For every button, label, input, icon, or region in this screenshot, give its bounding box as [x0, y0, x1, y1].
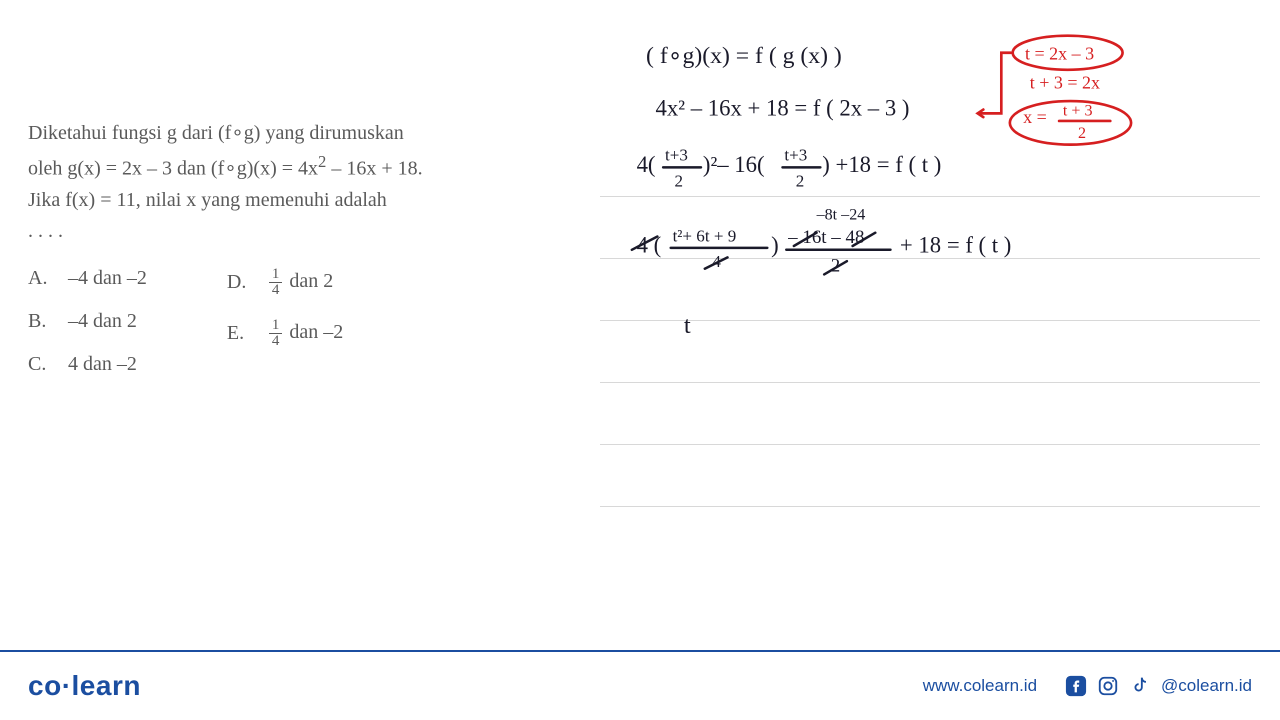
option-c-text: 4 dan –2: [68, 353, 137, 376]
option-b-text: –4 dan 2: [68, 310, 137, 333]
option-c-label: C.: [28, 353, 52, 376]
options-col-right: D. 1 4 dan 2 E. 1 4 dan –2: [227, 267, 343, 376]
notebook-line: [600, 383, 1260, 445]
red-sub-2: t + 3 = 2x: [1030, 73, 1100, 93]
option-a-text: –4 dan –2: [68, 267, 147, 290]
option-d-value: 1 4 dan 2: [267, 267, 333, 298]
option-e-after: dan –2: [284, 321, 343, 343]
tiktok-icon: [1129, 675, 1151, 697]
question-line-2-pre: oleh g(x) = 2x – 3 dan (f∘g)(x) = 4x: [28, 158, 318, 180]
option-d-fraction: 1 4: [269, 267, 283, 298]
question-line-3: Jika f(x) = 11, nilai x yang memenuhi ad…: [28, 189, 387, 211]
hw-line-2: 4x² – 16x + 18 = f ( 2x – 3 ): [656, 95, 910, 120]
notebook-line: [600, 259, 1260, 321]
question-text: Diketahui fungsi g dari (f∘g) yang dirum…: [28, 118, 528, 247]
social-icons: @colearn.id: [1065, 675, 1252, 697]
red-circle-1: [1013, 36, 1123, 70]
logo-part-1: co: [28, 670, 62, 701]
question-line-2-post: – 16x + 18.: [326, 158, 422, 180]
option-e-fraction: 1 4: [269, 318, 283, 349]
notebook-line: [600, 321, 1260, 383]
footer: co·learn www.colearn.id @colearn.id: [0, 650, 1280, 720]
option-d: D. 1 4 dan 2: [227, 267, 343, 298]
svg-text:t + 3: t + 3: [1063, 102, 1093, 119]
option-e-label: E.: [227, 322, 251, 345]
instagram-icon: [1097, 675, 1119, 697]
hw-line-1: ( f∘g)(x) = f ( g (x) ): [646, 43, 842, 69]
option-a-label: A.: [28, 267, 52, 290]
option-d-label: D.: [227, 271, 251, 294]
options-col-left: A. –4 dan –2 B. –4 dan 2 C. 4 dan –2: [28, 267, 147, 376]
option-c: C. 4 dan –2: [28, 353, 147, 376]
notebook-line: [600, 445, 1260, 507]
option-e-value: 1 4 dan –2: [267, 318, 343, 349]
fraction-num: 1: [269, 267, 283, 283]
footer-url: www.colearn.id: [923, 676, 1037, 696]
question-line-4: . . . .: [28, 220, 63, 242]
brand-logo: co·learn: [28, 670, 141, 702]
option-b-label: B.: [28, 310, 52, 333]
option-a: A. –4 dan –2: [28, 267, 147, 290]
logo-part-2: learn: [72, 670, 141, 701]
fraction-den: 4: [269, 334, 283, 349]
red-sub-1: t = 2x – 3: [1025, 43, 1094, 63]
question-panel: Diketahui fungsi g dari (f∘g) yang dirum…: [28, 118, 528, 376]
notebook-line: [600, 135, 1260, 197]
options-group: A. –4 dan –2 B. –4 dan 2 C. 4 dan –2 D. …: [28, 267, 528, 376]
footer-right: www.colearn.id @colearn.id: [923, 675, 1252, 697]
question-line-1: Diketahui fungsi g dari (f∘g) yang dirum…: [28, 122, 404, 144]
fraction-den: 4: [269, 283, 283, 298]
notebook-line: [600, 197, 1260, 259]
red-sub-3: x =: [1023, 107, 1047, 127]
logo-dot: ·: [62, 670, 72, 701]
option-e: E. 1 4 dan –2: [227, 318, 343, 349]
notebook-lines: [600, 135, 1280, 507]
social-handle: @colearn.id: [1161, 676, 1252, 696]
facebook-icon: [1065, 675, 1087, 697]
option-b: B. –4 dan 2: [28, 310, 147, 333]
fraction-num: 1: [269, 318, 283, 334]
option-d-after: dan 2: [284, 270, 333, 292]
